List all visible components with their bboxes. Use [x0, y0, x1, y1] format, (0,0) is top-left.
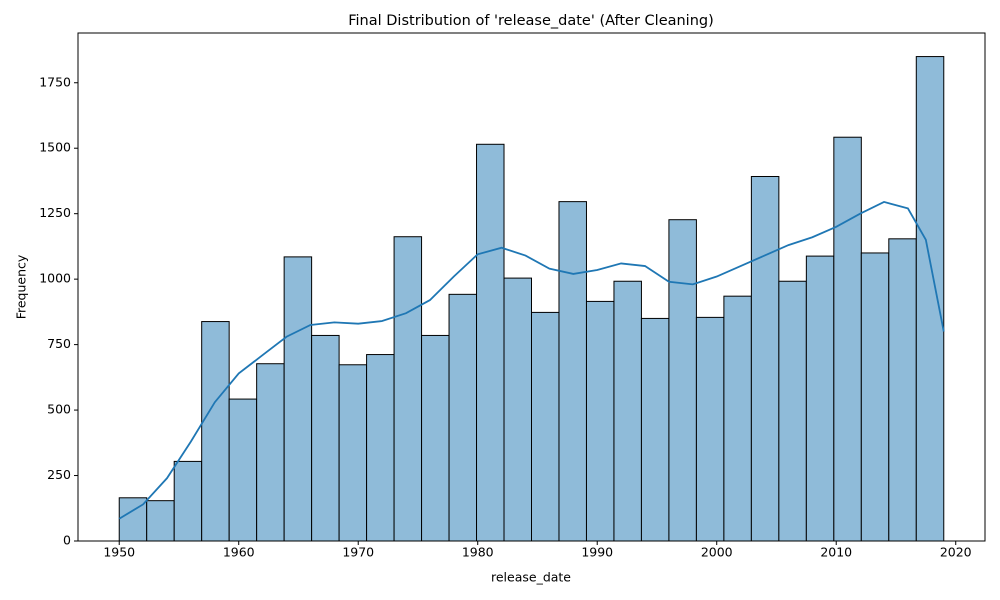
bar [311, 334, 340, 542]
y-tick-label: 1500 [39, 140, 71, 155]
bar [750, 175, 780, 542]
x-tick-label: 1950 [103, 545, 135, 560]
bar [393, 236, 423, 542]
bar [833, 136, 862, 542]
x-tick-label: 1970 [342, 545, 374, 560]
x-tick-label: 1980 [462, 545, 494, 560]
bar [228, 398, 258, 542]
bar [448, 293, 478, 542]
y-tick-label: 250 [47, 467, 71, 482]
bar [613, 280, 642, 542]
bar [640, 317, 670, 542]
bar [146, 500, 175, 542]
plot-frame [77, 32, 986, 542]
bar [503, 277, 532, 542]
bar [421, 334, 450, 542]
bar [338, 364, 368, 542]
bar [695, 316, 725, 542]
bar [173, 460, 203, 542]
kde-line [118, 200, 945, 520]
bar [778, 280, 807, 542]
bar [476, 143, 505, 542]
y-axis-label: Frequency [14, 254, 29, 319]
bar [723, 295, 752, 542]
bar [860, 252, 890, 542]
y-tick-label: 1250 [39, 205, 71, 220]
bar [805, 255, 835, 542]
x-tick-label: 1990 [581, 545, 613, 560]
x-axis-label: release_date [491, 570, 571, 585]
y-tick-label: 1750 [39, 74, 71, 89]
y-tick-label: 1000 [39, 271, 71, 286]
bar [283, 256, 313, 542]
bar [256, 363, 285, 542]
y-tick-label: 500 [47, 402, 71, 417]
bar [558, 201, 587, 542]
x-tick-label: 2010 [820, 545, 852, 560]
y-tick-label: 750 [47, 336, 71, 351]
x-tick-label: 1960 [223, 545, 255, 560]
bar [915, 56, 945, 542]
bar [366, 354, 395, 542]
chart-title: Final Distribution of 'release_date' (Af… [348, 13, 714, 29]
bar [201, 321, 230, 542]
bar [888, 238, 917, 542]
y-tick-label: 0 [63, 533, 71, 548]
x-tick-label: 2020 [940, 545, 972, 560]
bar [668, 219, 697, 542]
x-tick-label: 2000 [701, 545, 733, 560]
bar [585, 300, 615, 542]
bar [531, 311, 560, 542]
